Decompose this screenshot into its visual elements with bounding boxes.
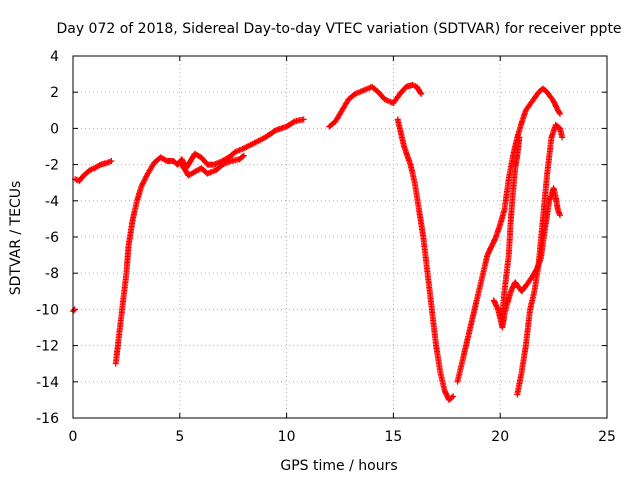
y-tick-label: -8 xyxy=(45,266,59,282)
x-tick-label: 25 xyxy=(598,429,616,445)
x-tick-label: 5 xyxy=(175,429,184,445)
data-point-markers xyxy=(70,306,78,315)
x-axis-label: GPS time / hours xyxy=(280,458,397,474)
series-0 xyxy=(70,82,566,403)
data-segment xyxy=(326,82,425,130)
data-segment xyxy=(72,158,115,184)
data-point-markers xyxy=(326,82,425,130)
y-tick-label: -10 xyxy=(36,302,59,318)
x-tick-label: 20 xyxy=(491,429,509,445)
y-axis-label: SDTVAR / TECUs xyxy=(8,181,24,296)
y-tick-label: -6 xyxy=(45,230,59,246)
data-segment xyxy=(514,121,566,398)
y-tick-label: -12 xyxy=(36,339,59,355)
y-tick-label: -4 xyxy=(45,194,59,210)
y-tick-label: -16 xyxy=(36,411,59,427)
data-point-markers xyxy=(499,134,523,318)
data-point-markers xyxy=(394,116,457,403)
chart-title: Day 072 of 2018, Sidereal Day-to-day VTE… xyxy=(56,21,621,37)
data-layer xyxy=(70,82,566,403)
x-tick-label: 0 xyxy=(69,429,78,445)
x-tick-label: 10 xyxy=(278,429,296,445)
data-segment xyxy=(454,85,563,385)
data-segment xyxy=(112,116,307,367)
data-segment xyxy=(70,306,78,315)
plot-frame xyxy=(72,55,608,419)
data-point-markers xyxy=(72,158,115,184)
y-tick-label: -14 xyxy=(36,375,59,391)
data-segment xyxy=(394,116,457,403)
x-tick-label: 15 xyxy=(384,429,402,445)
y-tick-label: 4 xyxy=(50,49,59,65)
data-point-markers xyxy=(514,121,566,398)
data-segment xyxy=(176,152,247,179)
y-tick-label: -2 xyxy=(45,158,59,174)
data-segment xyxy=(499,134,523,318)
data-point-markers xyxy=(454,85,563,385)
data-point-markers xyxy=(112,116,307,367)
y-tick-label: 0 xyxy=(50,121,59,137)
data-point-markers xyxy=(176,152,247,179)
y-tick-label: 2 xyxy=(50,85,59,101)
